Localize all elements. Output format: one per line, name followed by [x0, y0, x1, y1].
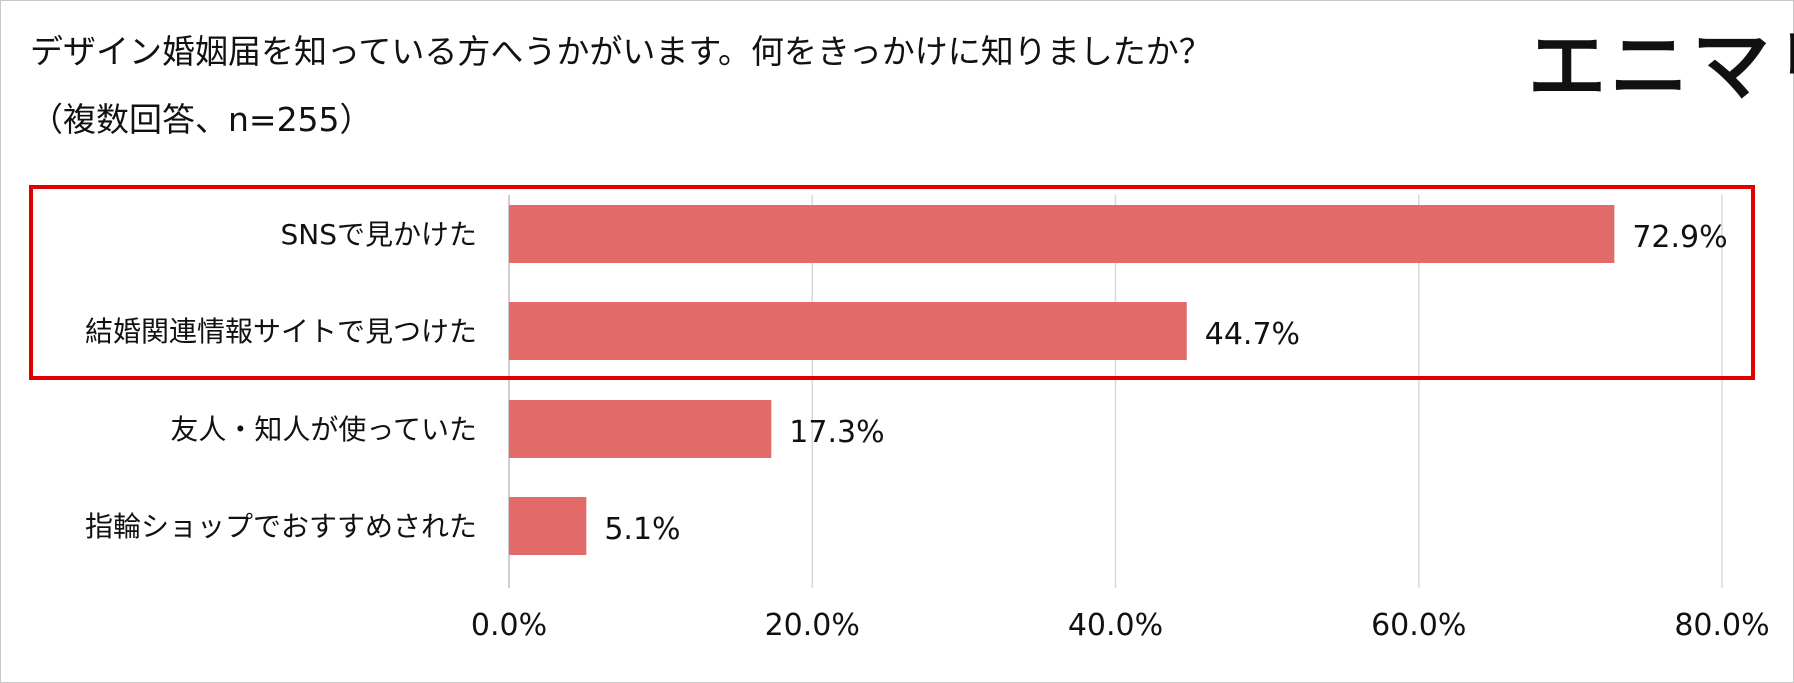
chart-subtitle: （複数回答、n=255）: [30, 100, 373, 139]
tick-label: 20.0%: [765, 608, 860, 643]
category-label: 指輪ショップでおすすめされた: [85, 510, 477, 543]
bar: [509, 400, 772, 458]
data-label: 72.9%: [1632, 220, 1727, 255]
bar: [509, 205, 1615, 263]
category-label: 友人・知人が使っていた: [170, 413, 477, 446]
highlight-box: [29, 185, 1755, 380]
data-label: 5.1%: [604, 512, 680, 547]
brand-logo: エニマリ: [1528, 22, 1794, 112]
tick-label: 40.0%: [1068, 608, 1163, 643]
category-label: SNSで見かけた: [281, 218, 478, 251]
tick-label: 80.0%: [1674, 608, 1769, 643]
data-label: 17.3%: [789, 415, 884, 450]
tick-label: 60.0%: [1371, 608, 1466, 643]
tick-label: 0.0%: [471, 608, 547, 643]
category-label: 結婚関連情報サイトで見つけた: [85, 315, 477, 348]
bar: [509, 497, 587, 555]
data-label: 44.7%: [1205, 317, 1300, 352]
bar: [509, 302, 1187, 360]
chart-title: デザイン婚姻届を知っている方へうかがいます。何をきっかけに知りましたか？: [30, 32, 1212, 71]
